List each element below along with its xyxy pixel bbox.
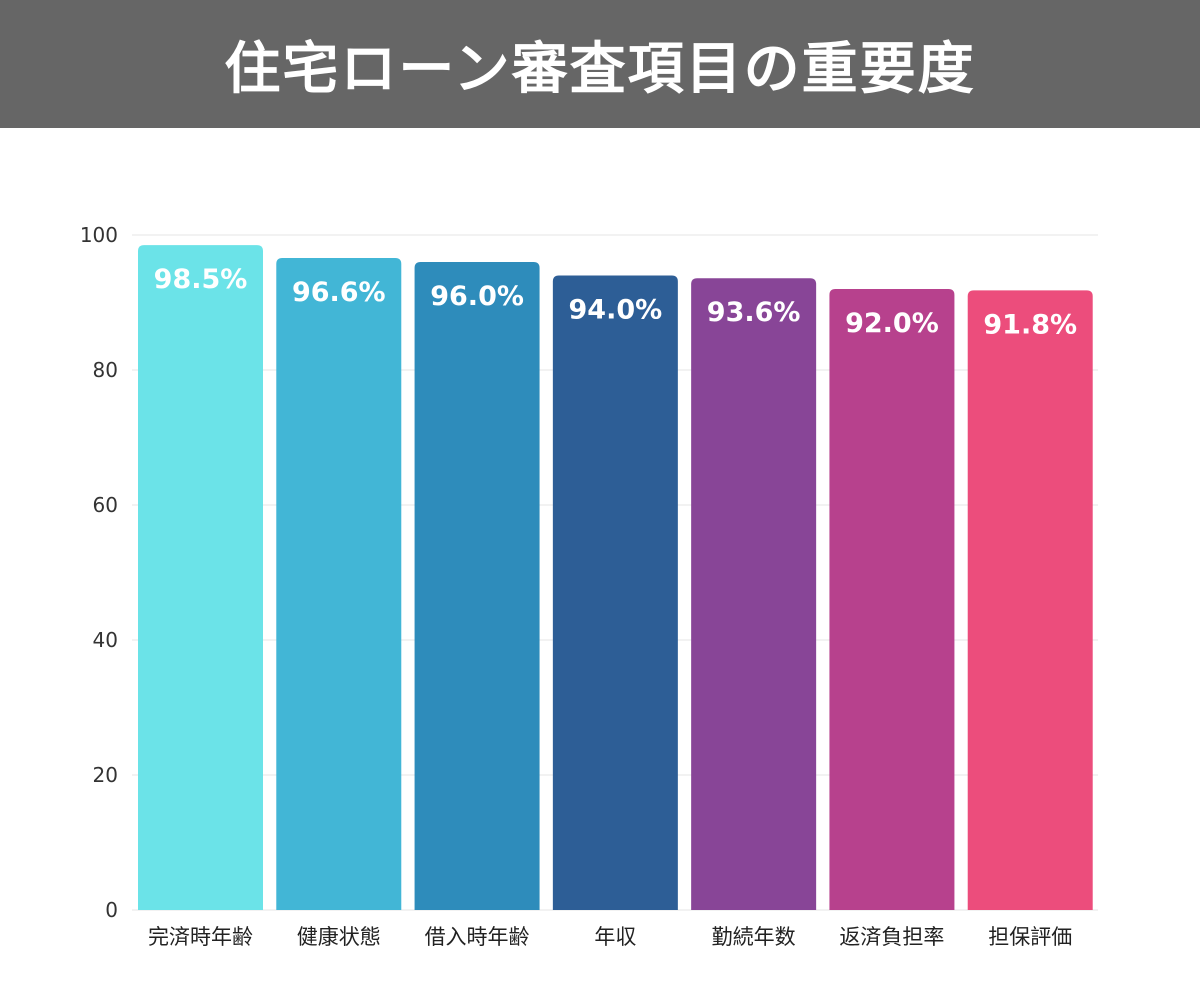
y-axis-ticks: 0 20 40 60 80 100 bbox=[80, 223, 118, 922]
bar bbox=[967, 290, 1093, 911]
x-category-label: 返済負担率 bbox=[839, 925, 944, 949]
bar-value-label: 94.0% bbox=[569, 295, 663, 326]
bars bbox=[138, 245, 1093, 911]
bar-value-label: 98.5% bbox=[154, 264, 248, 295]
bar-value-label: 96.0% bbox=[430, 281, 524, 312]
bar bbox=[276, 257, 402, 910]
y-tick-label: 0 bbox=[105, 898, 118, 922]
bar bbox=[414, 262, 540, 910]
bar bbox=[691, 278, 817, 910]
x-axis-categories: 完済時年齢 健康状態 借入時年齢 年収 勤続年数 返済負担率 担保評価 bbox=[148, 925, 1072, 949]
x-category-label: 勤続年数 bbox=[712, 925, 796, 949]
bar bbox=[138, 245, 263, 910]
x-category-label: 担保評価 bbox=[988, 925, 1072, 949]
y-tick-label: 20 bbox=[93, 763, 118, 787]
bar bbox=[829, 289, 955, 910]
bar bbox=[552, 275, 678, 910]
x-category-label: 完済時年齢 bbox=[148, 925, 253, 949]
x-category-label: 年収 bbox=[594, 925, 636, 949]
bar-chart: 0 20 40 60 80 100 98.5% 96.6% 96.0% 94.0% 93.6% 92… bbox=[80, 223, 1098, 949]
chart-title: 住宅ローン審査項目の重要度 bbox=[224, 36, 976, 102]
bar-value-label: 96.6% bbox=[292, 277, 386, 308]
chart-header: 住宅ローン審査項目の重要度 bbox=[0, 0, 1200, 128]
bar-value-label: 92.0% bbox=[845, 308, 939, 339]
bar-value-label: 93.6% bbox=[707, 297, 801, 328]
bar-value-label: 91.8% bbox=[983, 309, 1077, 340]
y-tick-label: 60 bbox=[93, 493, 118, 517]
x-category-label: 健康状態 bbox=[297, 925, 381, 949]
y-tick-label: 80 bbox=[93, 358, 118, 382]
y-tick-label: 100 bbox=[80, 223, 118, 247]
y-tick-label: 40 bbox=[93, 628, 118, 652]
x-category-label: 借入時年齢 bbox=[425, 925, 530, 949]
bar-value-labels: 98.5% 96.6% 96.0% 94.0% 93.6% 92.0% 91.8% bbox=[154, 264, 1077, 340]
